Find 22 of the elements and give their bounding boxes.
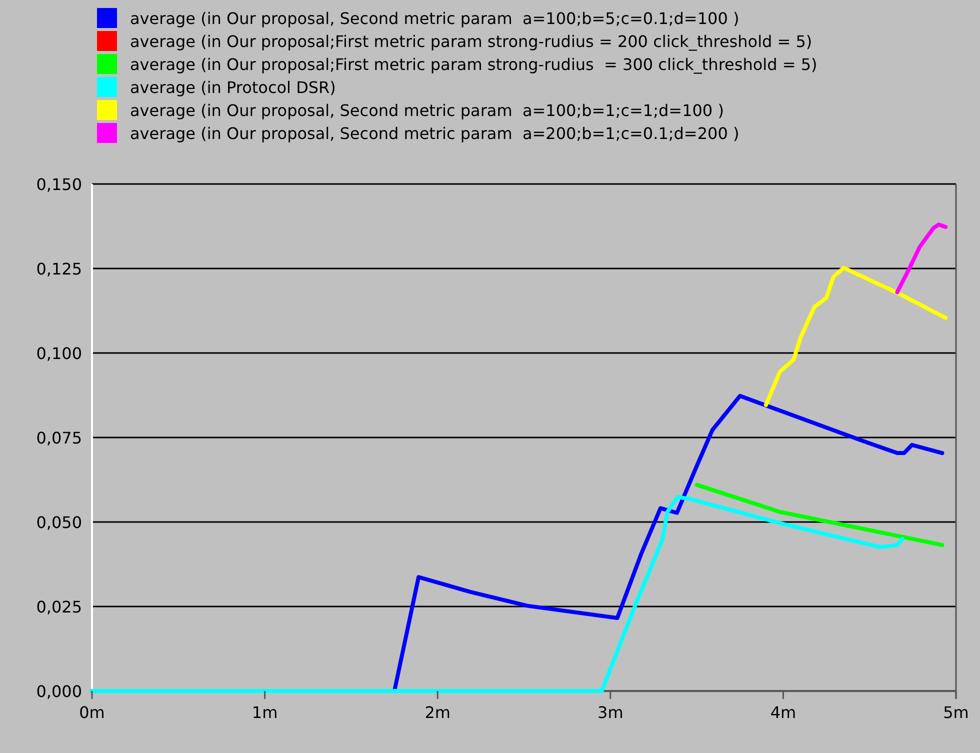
line-series	[90, 494, 904, 693]
y-tick-label: 0,025	[36, 598, 82, 616]
x-tick-label: 2m	[424, 703, 450, 722]
x-tick-label: 0m	[79, 703, 105, 722]
y-tick-label: 0,125	[36, 260, 82, 278]
legend-label: average (in Protocol DSR)	[130, 78, 336, 97]
y-tick-label: 0,075	[36, 428, 82, 448]
legend-label: average (in Our proposal, Second metric param a=100;b=1;c=1;d=100 )	[130, 101, 724, 120]
x-tick-label: 3m	[598, 703, 624, 722]
legend-label: average (in Our proposal, Second metric param a=200;b=1;c=0.1;d=200 )	[130, 124, 740, 143]
y-tick-label: 0,000	[36, 682, 82, 701]
x-tick-label: 4m	[770, 703, 796, 722]
y-tick-label: 0,050	[36, 513, 82, 532]
legend-label: average (in Our proposal, Second metric param a=100;b=5;c=0.1;d=100 )	[130, 9, 740, 28]
line-series	[895, 222, 948, 294]
y-tick-label: 0,150	[36, 175, 82, 194]
x-tick-label: 1m	[252, 703, 278, 722]
legend-label: average (in Our proposal;First metric param strong-rudius = 300 click_threshold = 5)	[130, 55, 818, 74]
x-tick-label: 5m	[943, 703, 969, 722]
y-tick-label: 0,100	[36, 344, 82, 363]
line-series	[764, 266, 948, 408]
legend-label: average (in Our proposal;First metric param strong-rudius = 200 click_threshold = 5)	[130, 32, 812, 51]
